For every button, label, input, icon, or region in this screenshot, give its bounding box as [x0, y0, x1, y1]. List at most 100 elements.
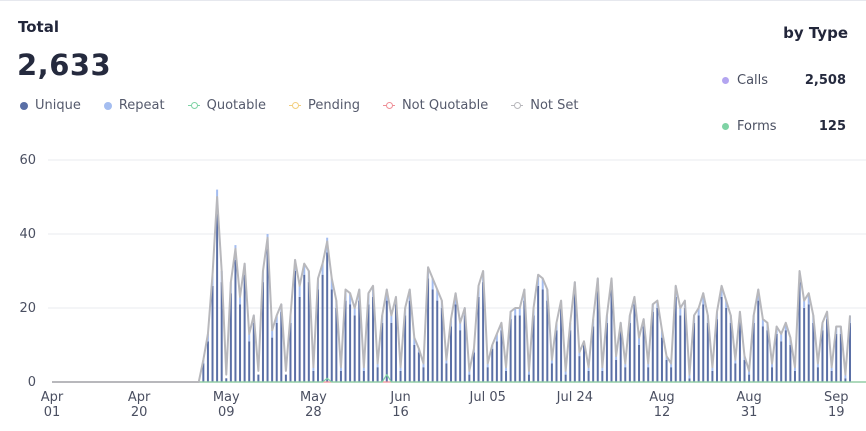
unique-bar: [560, 308, 563, 382]
repeat-bar: [518, 308, 521, 316]
unique-bar: [642, 326, 645, 382]
type-row-calls: Calls 2,508: [722, 73, 846, 88]
unique-bar: [633, 304, 636, 382]
unique-bar: [725, 308, 728, 382]
unique-bar: [266, 248, 269, 382]
repeat-bar: [688, 374, 691, 379]
unique-bar: [376, 367, 379, 382]
unique-bar: [665, 359, 668, 382]
calls-dot-icon: [722, 77, 729, 84]
unique-bar: [527, 374, 530, 382]
repeat-bar: [761, 319, 764, 327]
repeat-bar: [725, 300, 728, 308]
unique-bar: [605, 322, 608, 382]
legend-item-quotable[interactable]: Quotable: [187, 98, 266, 113]
unique-bar: [243, 274, 246, 382]
unique-bar: [679, 315, 682, 382]
repeat-bar: [550, 359, 553, 364]
unique-bar: [408, 300, 411, 382]
legend-item-repeat[interactable]: Repeat: [103, 98, 165, 113]
unique-bar: [500, 330, 503, 382]
repeat-bar: [239, 296, 242, 305]
unique-bar: [638, 345, 641, 382]
unique-bar: [789, 345, 792, 382]
legend-swatch-unique: [20, 101, 28, 110]
unique-bar: [683, 308, 686, 382]
unique-bar: [358, 300, 361, 382]
unique-bar: [491, 348, 494, 382]
repeat-bar: [312, 367, 315, 371]
x-tick-label: Sep: [824, 390, 849, 405]
repeat-bar: [298, 285, 301, 297]
unique-bar: [390, 322, 393, 382]
unique-bar: [569, 330, 572, 382]
repeat-bar: [527, 370, 530, 375]
x-tick-label: 16: [392, 405, 409, 420]
repeat-bar: [422, 363, 425, 368]
unique-bar: [812, 322, 815, 382]
unique-bar: [486, 367, 489, 382]
unique-bar: [321, 274, 324, 382]
x-tick-label: 20: [131, 405, 148, 420]
repeat-bar: [339, 367, 342, 371]
unique-bar: [793, 370, 796, 382]
repeat-bar: [459, 322, 462, 331]
unique-bar: [394, 304, 397, 382]
unique-bar: [743, 359, 746, 382]
unique-bar: [532, 315, 535, 382]
unique-bar: [775, 333, 778, 382]
unique-bar: [844, 378, 847, 382]
unique-bar: [537, 285, 540, 382]
type-row-forms: Forms 125: [722, 119, 846, 134]
legend-item-pending[interactable]: Pending: [288, 98, 360, 113]
unique-bar: [839, 333, 842, 382]
y-tick-label: 0: [28, 375, 36, 390]
unique-bar: [583, 345, 585, 382]
unique-bar: [472, 352, 475, 382]
unique-bar: [780, 341, 783, 382]
unique-bar: [748, 374, 751, 382]
y-tick-label: 40: [19, 227, 36, 242]
unique-bar: [431, 289, 434, 382]
repeat-bar: [697, 308, 700, 316]
unique-bar: [289, 322, 292, 382]
unique-bar: [628, 322, 631, 382]
unique-bar: [564, 374, 567, 382]
repeat-bar: [578, 352, 581, 357]
unique-bar: [821, 330, 824, 382]
unique-bar: [211, 285, 214, 382]
unique-bar: [326, 252, 329, 382]
repeat-bar: [647, 363, 650, 368]
unique-bar: [546, 300, 549, 382]
unique-bar: [656, 308, 659, 382]
unique-bar: [372, 296, 375, 382]
unique-bar: [417, 352, 420, 382]
unique-bar: [706, 322, 709, 382]
legend-item-not-quotable[interactable]: Not Quotable: [382, 98, 489, 113]
repeat-bar: [486, 363, 489, 368]
unique-bar: [248, 341, 251, 382]
unique-bar: [766, 330, 769, 382]
legend-item-unique[interactable]: Unique: [20, 98, 81, 113]
unique-bar: [459, 330, 462, 382]
repeat-bar: [771, 363, 774, 368]
unique-bar: [550, 363, 553, 382]
repeat-bar: [679, 308, 682, 316]
repeat-bar: [390, 315, 393, 323]
unique-bar: [651, 311, 654, 382]
unique-bar: [518, 315, 521, 382]
unique-bar: [670, 367, 673, 382]
repeat-bar: [271, 330, 274, 338]
unique-bar: [353, 315, 356, 382]
legend-item-not-set[interactable]: Not Set: [511, 98, 578, 113]
unique-bar: [784, 330, 787, 382]
repeat-bar: [615, 356, 618, 360]
unique-bar: [610, 289, 613, 382]
legend-swatch-pending: [288, 102, 301, 109]
repeat-bar: [564, 370, 567, 375]
unique-bar: [619, 330, 622, 382]
unique-bar: [596, 289, 599, 382]
unique-bar: [440, 308, 443, 382]
unique-bar: [298, 296, 301, 382]
legend-label-not-quotable: Not Quotable: [401, 98, 489, 113]
